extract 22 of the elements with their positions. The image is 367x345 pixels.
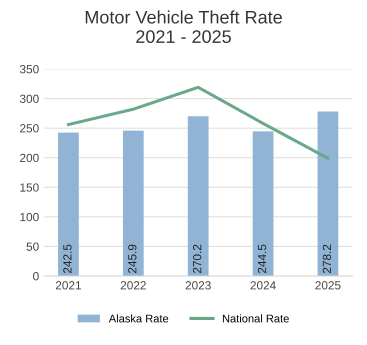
y-tick-label: 250 (20, 124, 39, 133)
x-tick-label: 2023 (186, 281, 211, 290)
legend-label: Alaska Rate (108, 314, 168, 322)
chart-title: Motor Vehicle Theft Rate 2021 - 2025 (86, 10, 282, 44)
data-label: 244.5 (258, 244, 266, 274)
y-tick-label: 150 (20, 183, 39, 192)
y-tick-label: 100 (20, 212, 39, 222)
data-label: 278.2 (322, 244, 332, 274)
data-label: 270.2 (192, 244, 202, 274)
x-tick-label: 2022 (120, 281, 146, 290)
y-tick-label: 200 (20, 154, 39, 162)
data-label: 245.9 (128, 244, 136, 274)
y-tick-label: 300 (20, 94, 39, 103)
x-tick-label: 2025 (315, 281, 341, 290)
y-tick-label: 50 (26, 242, 39, 251)
line-series (66, 86, 330, 160)
x-tick-label: 2021 (56, 281, 81, 290)
y-tick-label: 350 (20, 65, 39, 74)
x-tick-label: 2024 (250, 281, 276, 290)
data-label: 242.5 (63, 244, 72, 274)
y-tick-label: 0 (33, 272, 39, 280)
legend-label: National Rate (222, 314, 289, 322)
